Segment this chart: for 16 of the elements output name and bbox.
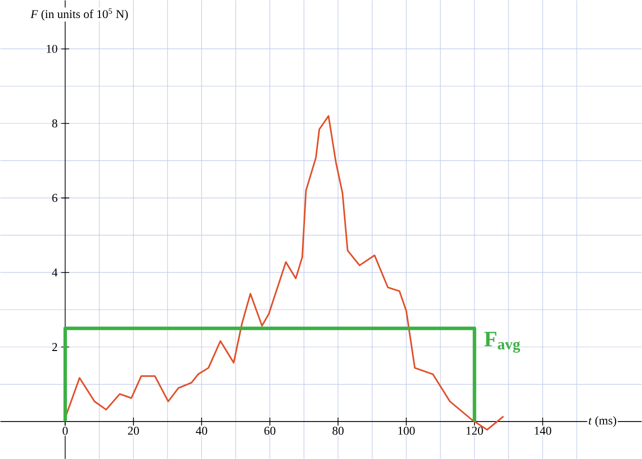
y-tick-label: 8 (52, 119, 58, 128)
x-tick-label: 60 (264, 426, 276, 435)
x-axis-title: t (ms) (588, 416, 616, 427)
y-tick-label: 4 (52, 268, 58, 276)
x-tick-label: 40 (196, 426, 208, 435)
text: F$_{avg}$ (484, 332, 520, 353)
x-tick-label: 0 (62, 426, 68, 435)
y-tick-label: 10 (46, 44, 58, 53)
x-tick-label: 120 (466, 426, 483, 435)
x-tick-label: 100 (398, 426, 415, 435)
x-tick-label: 80 (332, 426, 344, 435)
x-tick-label: 140 (534, 426, 552, 435)
x-tick-label: 20 (128, 426, 139, 435)
y-tick-label: 6 (52, 194, 58, 202)
y-tick-label: 2 (52, 342, 58, 351)
y-axis-title: F (in units of 10$^{5}$ N) (30, 8, 128, 20)
